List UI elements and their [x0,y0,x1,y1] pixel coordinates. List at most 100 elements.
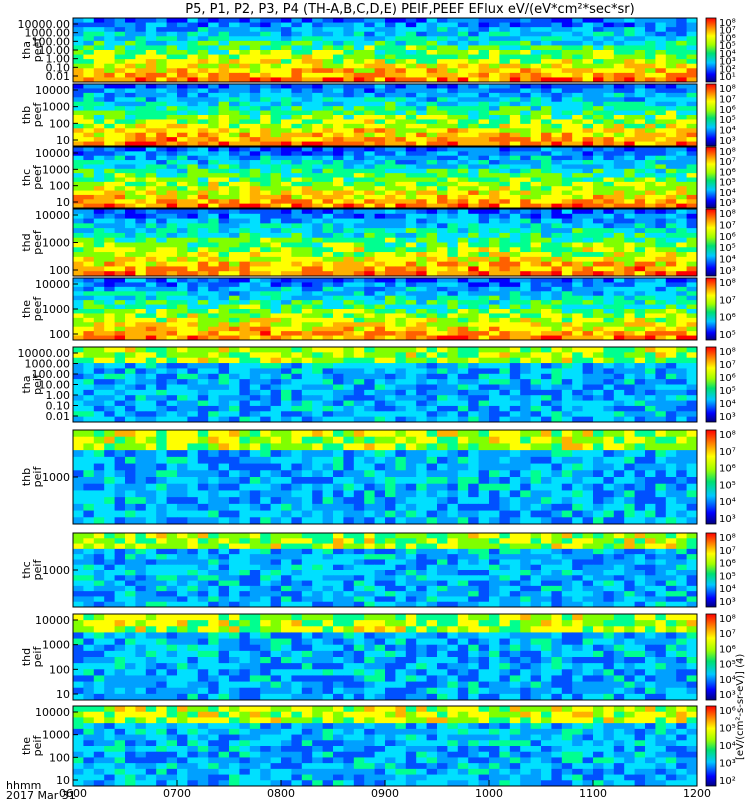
heatmap-cell [457,261,469,267]
heatmap-cell [426,151,438,157]
heatmap-cell [655,128,667,134]
heatmap-cell [114,368,126,375]
heatmap-cell [333,59,344,65]
heatmap-cell [125,115,136,120]
heatmap-cell [551,72,563,78]
heatmap-cell [385,132,396,138]
heatmap-cell [624,400,635,407]
heatmap-cell [218,266,230,272]
heatmap-cell [145,97,157,103]
heatmap-cell [624,68,635,74]
heatmap-cell [156,373,167,380]
heatmap-cell [156,218,167,224]
heatmap-cell [541,352,552,359]
heatmap-cell [426,291,438,297]
heatmap-cell [166,186,178,191]
heatmap-cell [93,63,105,69]
heatmap-cell [634,77,646,83]
heatmap-cell [114,137,126,142]
heatmap-cell [229,313,240,319]
heatmap-cell [405,63,417,69]
heatmap-cell [229,147,240,152]
heatmap-cell [478,286,490,292]
heatmap-cell [665,252,677,258]
heatmap-cell [520,106,531,111]
heatmap-cell [634,88,646,94]
heatmap-cell [426,72,438,78]
heatmap-cell [156,331,167,336]
heatmap-cell [624,256,635,263]
y-tick-label: 10.00 [39,44,71,57]
panel-ylabel: thbpeef [20,102,44,128]
heatmap-cell [593,36,604,42]
heatmap-cell [229,400,240,407]
heatmap-cell [426,186,438,191]
heatmap-cell [582,199,594,205]
heatmap-cell [561,50,573,55]
heatmap-cell [177,347,188,353]
heatmap-cell [551,326,563,332]
heatmap-cell [270,395,282,401]
heatmap-cell [665,27,677,33]
heatmap-cell [499,59,511,65]
heatmap-cell [395,160,407,165]
heatmap-cell [281,228,292,234]
heatmap-cell [416,322,427,328]
heatmap-cell [416,110,427,116]
heatmap-cell [426,261,438,267]
heatmap-cell [301,242,313,248]
heatmap-cell [499,97,511,103]
heatmap-cell [405,168,417,174]
heatmap-cell [665,326,677,332]
heatmap-cell [426,395,438,401]
heatmap-cell [333,88,344,94]
heatmap-cell [125,106,136,111]
heatmap-cell [468,137,479,142]
heatmap-cell [405,36,417,42]
heatmap-cell [333,177,344,183]
heatmap-cell [655,68,667,74]
heatmap-cell [312,59,323,65]
heatmap-cell [104,177,115,183]
heatmap-cell [166,45,178,51]
heatmap-cell [582,232,594,239]
heatmap-cell [145,18,157,23]
heatmap-cell [260,88,271,94]
heatmap-cell [561,331,573,336]
heatmap-cell [166,232,178,239]
heatmap-cell [468,123,479,129]
heatmap-cell [187,363,199,369]
heatmap-cell [197,173,209,178]
heatmap-cell [177,373,188,380]
heatmap-cell [416,232,427,239]
heatmap-cell [73,261,84,267]
heatmap-cell [634,373,646,380]
heatmap-cell [561,213,573,219]
heatmap-cell [572,237,583,243]
heatmap-cell [239,247,251,253]
heatmap-cell [468,194,479,200]
heatmap-cell [270,261,282,267]
heatmap-cell [520,194,531,200]
heatmap-cell [541,335,552,341]
heatmap-cell [73,335,84,341]
heatmap-cell [281,405,292,412]
heatmap-cell [156,352,167,359]
heatmap-cell [541,304,552,310]
heatmap-cell [509,155,521,161]
heatmap-cell [93,84,105,89]
heatmap-cell [593,173,604,178]
heatmap-cell [249,232,261,239]
heatmap-cell [322,400,334,407]
heatmap-cell [395,119,407,125]
heatmap-cell [208,77,219,83]
heatmap-cell [114,363,126,369]
heatmap-cell [229,291,240,297]
heatmap-cell [603,228,615,234]
heatmap-cell [229,101,240,107]
heatmap-cell [405,97,417,103]
heatmap-cell [551,101,563,107]
y-tick-label: 1.00 [46,53,71,66]
heatmap-cell [509,278,521,283]
heatmap-cell [457,68,469,74]
